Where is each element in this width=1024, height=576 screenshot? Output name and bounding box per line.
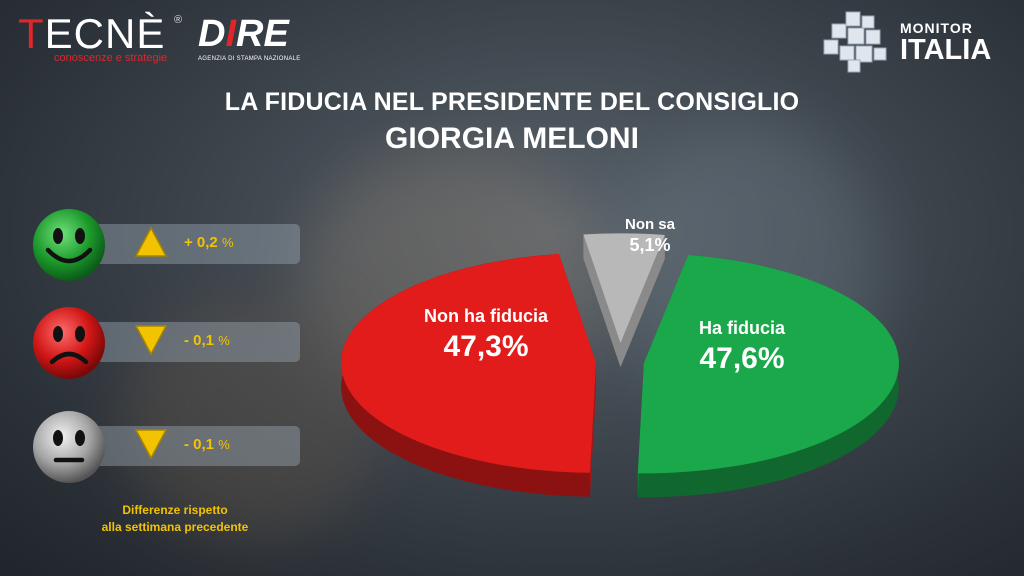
indicator-panel bbox=[82, 426, 300, 466]
slice-top bbox=[583, 233, 665, 344]
comparison-note: Differenze rispetto alla settimana prece… bbox=[60, 502, 290, 536]
tecne-tagline: conoscenze e strategie bbox=[54, 52, 168, 64]
pie-slice-non-ha-fiducia bbox=[341, 253, 597, 497]
chart-subtitle: GIORGIA MELONI bbox=[385, 122, 639, 155]
delta-value: - 0,1 % bbox=[184, 332, 230, 349]
indicator-panel bbox=[82, 224, 300, 264]
slice-wall bbox=[583, 234, 621, 368]
tecne-logo: TECNÈ ® conoscenze e strategie bbox=[18, 10, 182, 65]
delta-value: + 0,2 % bbox=[184, 234, 234, 251]
chart-title: LA FIDUCIA NEL PRESIDENTE DEL CONSIGLIO bbox=[224, 88, 800, 116]
dire-tagline: AGENZIA DI STAMPA NAZIONALE bbox=[198, 56, 301, 62]
indicator-row-trust: + 0,2 % bbox=[30, 206, 300, 284]
note-line-1: Differenze rispetto bbox=[122, 503, 228, 517]
slice-wall bbox=[620, 234, 665, 368]
indicator-panel bbox=[82, 322, 300, 362]
pie-slice-ha-fiducia bbox=[637, 254, 899, 498]
sad-face-icon bbox=[33, 307, 105, 379]
slice-value-label: 5,1% bbox=[629, 235, 670, 255]
delta-value: - 0,1 % bbox=[184, 436, 230, 453]
arrow-down-icon bbox=[134, 325, 168, 356]
slice-label: Ha fiducia bbox=[699, 318, 786, 338]
slice-value-label: 47,6% bbox=[699, 342, 784, 375]
neutral-face-icon bbox=[33, 411, 105, 483]
arrow-down-icon bbox=[134, 429, 168, 460]
monitor-italia-logo: MONITOR ITALIA bbox=[818, 10, 1018, 74]
cubes-icon bbox=[823, 11, 887, 73]
slice-label: Non ha fiducia bbox=[424, 306, 549, 326]
dire-logo-text: DIRE bbox=[198, 13, 289, 55]
indicator-row-unknown: - 0,1 % bbox=[30, 408, 300, 486]
slice-top bbox=[637, 255, 899, 474]
arrow-up-icon bbox=[134, 226, 168, 257]
monitor-text: MONITOR bbox=[900, 20, 973, 36]
slice-value-label: 47,3% bbox=[443, 330, 528, 363]
indicator-row-no-trust: - 0,1 % bbox=[30, 304, 300, 382]
tecne-logo-text: TECNÈ bbox=[18, 10, 166, 57]
slice-top bbox=[341, 254, 597, 473]
italia-text: ITALIA bbox=[900, 34, 992, 66]
registered-mark: ® bbox=[174, 14, 183, 26]
happy-face-icon bbox=[33, 209, 105, 281]
slice-label: Non sa bbox=[625, 216, 676, 233]
dire-logo: DIRE AGENZIA DI STAMPA NAZIONALE bbox=[198, 14, 301, 62]
slice-wall bbox=[589, 362, 597, 497]
note-line-2: alla settimana precedente bbox=[101, 520, 249, 534]
pie-slice-non-sa bbox=[583, 233, 665, 368]
